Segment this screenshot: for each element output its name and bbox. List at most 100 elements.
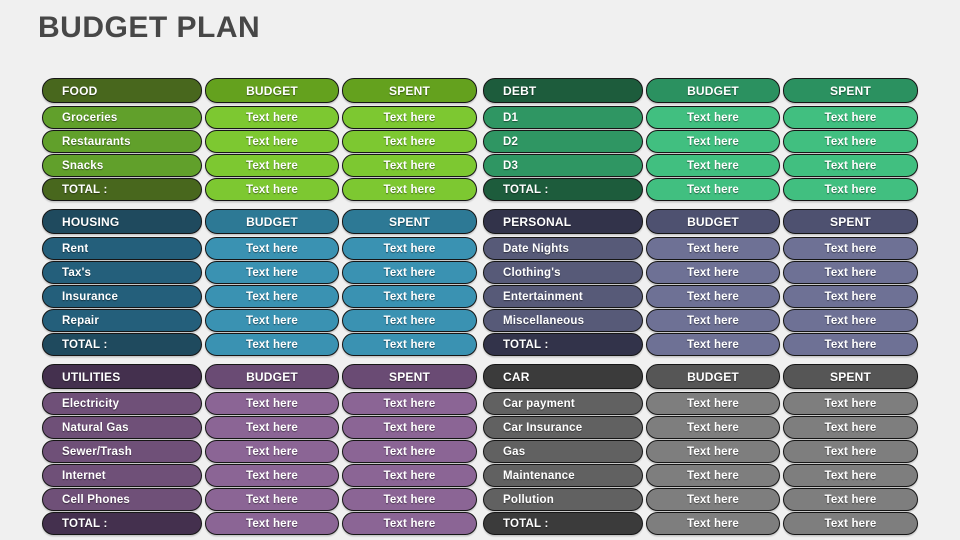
row-label: D3	[483, 154, 643, 177]
section-title-debt: DEBT	[483, 78, 643, 103]
total-row: TOTAL : Text here Text here	[483, 333, 918, 356]
total-label: TOTAL :	[483, 512, 643, 535]
table-row: Gas Text here Text here	[483, 440, 918, 463]
budget-total-cell: Text here	[205, 512, 339, 535]
table-row: Sewer/Trash Text here Text here	[42, 440, 477, 463]
budget-cell: Text here	[646, 154, 780, 177]
budget-cell: Text here	[646, 237, 780, 260]
section-title-food: FOOD	[42, 78, 202, 103]
table-row: Snacks Text here Text here	[42, 154, 477, 177]
spent-cell: Text here	[783, 440, 918, 463]
budget-cell: Text here	[205, 285, 339, 308]
budget-cell: Text here	[646, 464, 780, 487]
budget-cell: Text here	[205, 106, 339, 129]
budget-cell: Text here	[646, 130, 780, 153]
table-row: Entertainment Text here Text here	[483, 285, 918, 308]
column-header-budget: BUDGET	[646, 364, 780, 389]
row-label: Clothing's	[483, 261, 643, 284]
budget-cell: Text here	[205, 392, 339, 415]
column-header-spent: SPENT	[783, 364, 918, 389]
column-header-spent: SPENT	[783, 78, 918, 103]
section-food: FOOD BUDGET SPENT Groceries Text here Text he…	[42, 78, 477, 202]
row-label: Tax's	[42, 261, 202, 284]
budget-cell: Text here	[205, 440, 339, 463]
row-label: Snacks	[42, 154, 202, 177]
table-row: D1 Text here Text here	[483, 106, 918, 129]
budget-total-cell: Text here	[646, 512, 780, 535]
row-label: D1	[483, 106, 643, 129]
row-label: Gas	[483, 440, 643, 463]
page-title: BUDGET PLAN	[38, 11, 261, 44]
budget-total-cell: Text here	[205, 178, 339, 201]
section-header-row-car: CAR BUDGET SPENT	[483, 364, 918, 389]
sections-grid: FOOD BUDGET SPENT Groceries Text here Text he…	[42, 78, 918, 536]
section-title-housing: HOUSING	[42, 209, 202, 234]
section-title-car: CAR	[483, 364, 643, 389]
section-title-personal: PERSONAL	[483, 209, 643, 234]
table-row: Natural Gas Text here Text here	[42, 416, 477, 439]
spent-cell: Text here	[342, 392, 477, 415]
budget-cell: Text here	[205, 464, 339, 487]
budget-total-cell: Text here	[205, 333, 339, 356]
total-label: TOTAL :	[42, 178, 202, 201]
row-label: Restaurants	[42, 130, 202, 153]
total-row: TOTAL : Text here Text here	[42, 178, 477, 201]
budget-cell: Text here	[205, 309, 339, 332]
section-debt: DEBT BUDGET SPENT D1 Text here Text here D2 Tex…	[483, 78, 918, 202]
section-utilities: UTILITIES BUDGET SPENT Electricity Text here…	[42, 364, 477, 536]
row-label: Miscellaneous	[483, 309, 643, 332]
total-label: TOTAL :	[483, 333, 643, 356]
spent-cell: Text here	[342, 464, 477, 487]
budget-cell: Text here	[646, 488, 780, 511]
column-header-budget: BUDGET	[646, 209, 780, 234]
budget-cell: Text here	[205, 416, 339, 439]
budget-cell: Text here	[646, 261, 780, 284]
row-label: Internet	[42, 464, 202, 487]
table-row: Clothing's Text here Text here	[483, 261, 918, 284]
row-label: D2	[483, 130, 643, 153]
total-label: TOTAL :	[42, 512, 202, 535]
spent-cell: Text here	[342, 154, 477, 177]
spent-total-cell: Text here	[783, 512, 918, 535]
total-row: TOTAL : Text here Text here	[483, 178, 918, 201]
row-label: Electricity	[42, 392, 202, 415]
spent-total-cell: Text here	[783, 178, 918, 201]
table-row: Car payment Text here Text here	[483, 392, 918, 415]
budget-cell: Text here	[646, 309, 780, 332]
spent-cell: Text here	[783, 392, 918, 415]
spent-cell: Text here	[342, 261, 477, 284]
section-car: CAR BUDGET SPENT Car payment Text here Text h…	[483, 364, 918, 536]
section-housing: HOUSING BUDGET SPENT Rent Text here Text here…	[42, 209, 477, 357]
spent-cell: Text here	[342, 130, 477, 153]
table-row: Electricity Text here Text here	[42, 392, 477, 415]
section-header-row-housing: HOUSING BUDGET SPENT	[42, 209, 477, 234]
table-row: Groceries Text here Text here	[42, 106, 477, 129]
section-title-utilities: UTILITIES	[42, 364, 202, 389]
row-label: Car payment	[483, 392, 643, 415]
row-label: Maintenance	[483, 464, 643, 487]
spent-cell: Text here	[783, 130, 918, 153]
spent-cell: Text here	[783, 154, 918, 177]
spent-cell: Text here	[783, 416, 918, 439]
row-label: Entertainment	[483, 285, 643, 308]
table-row: Restaurants Text here Text here	[42, 130, 477, 153]
section-header-row-personal: PERSONAL BUDGET SPENT	[483, 209, 918, 234]
spent-cell: Text here	[783, 106, 918, 129]
budget-cell: Text here	[646, 392, 780, 415]
row-label: Car Insurance	[483, 416, 643, 439]
section-header-row-food: FOOD BUDGET SPENT	[42, 78, 477, 103]
row-label: Sewer/Trash	[42, 440, 202, 463]
row-label: Date Nights	[483, 237, 643, 260]
table-row: Insurance Text here Text here	[42, 285, 477, 308]
spent-total-cell: Text here	[342, 178, 477, 201]
budget-total-cell: Text here	[646, 333, 780, 356]
spent-cell: Text here	[783, 261, 918, 284]
spent-cell: Text here	[783, 237, 918, 260]
table-row: Rent Text here Text here	[42, 237, 477, 260]
table-row: Maintenance Text here Text here	[483, 464, 918, 487]
row-label: Natural Gas	[42, 416, 202, 439]
table-row: Internet Text here Text here	[42, 464, 477, 487]
budget-cell: Text here	[646, 440, 780, 463]
column-header-budget: BUDGET	[205, 364, 339, 389]
spent-cell: Text here	[342, 237, 477, 260]
